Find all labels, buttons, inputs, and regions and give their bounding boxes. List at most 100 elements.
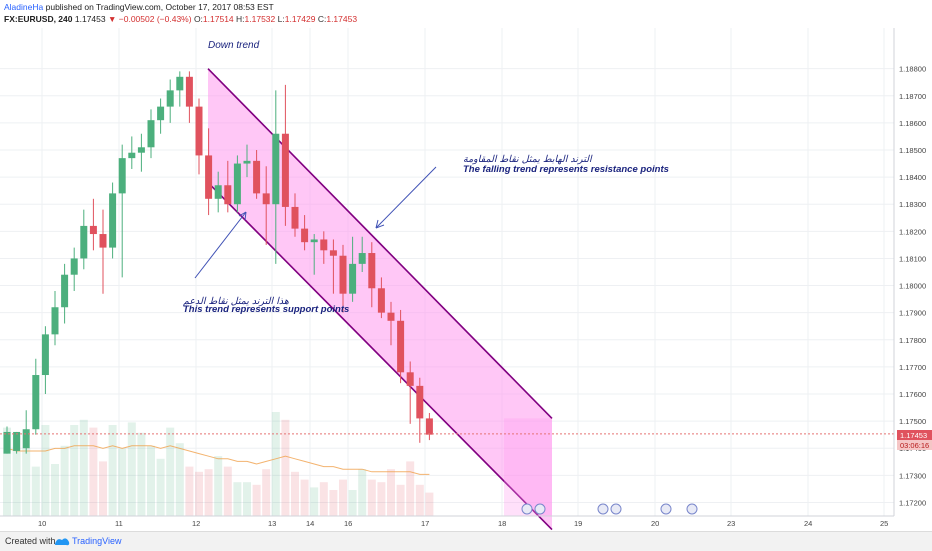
resistance-arrow [375,166,437,229]
candle-body [166,90,174,107]
candle-body [80,225,88,259]
candle-body [195,106,203,156]
tradingview-logo-icon [54,538,70,546]
volume-bar [3,427,11,516]
price-change: −0.00502 (−0.43%) [118,14,192,24]
volume-bar [89,427,98,516]
volume-bar [233,482,242,516]
candle-body [70,258,78,275]
open-value: 1.17514 [202,14,234,24]
volume-bar [185,466,194,516]
volume-bar [415,484,424,516]
price-tick-label: 1.18500 [899,146,926,155]
time-tick-label: 23 [727,519,735,528]
symbol-label: FX:EURUSD, 240 [4,14,73,24]
candle-body [157,106,165,121]
support-arabic-label: هذا الترند يمثل نقاط الدعم [183,296,289,307]
candle-body [416,385,424,419]
candle-body [224,185,232,205]
volume-bar [252,484,261,516]
price-tick-label: 1.18100 [899,254,926,263]
candle-body [51,307,59,335]
candle-body [214,185,222,199]
volume-bar [367,479,376,516]
volume-bar [329,490,338,516]
volume-bar [319,482,328,516]
candle-body [368,253,376,289]
price-tick-label: 1.17900 [899,309,926,318]
candle-body [32,375,40,430]
volume-bar [281,419,290,516]
price-tick-label: 1.17200 [899,498,926,507]
candle-body [233,163,241,205]
candle-body [13,431,21,451]
open-label: O: [193,14,203,24]
resistance-arabic-label: الترند الهابط يمثل نقاط المقاومة [463,154,593,165]
time-tick-label: 18 [498,519,506,528]
candle-body [3,431,11,454]
price-tick-label: 1.18700 [899,92,926,101]
volume-bar [70,425,79,516]
price-tick-label: 1.17700 [899,363,926,372]
price-tick-label: 1.18000 [899,282,926,291]
candle-body [358,253,366,264]
price-tick-label: 1.17300 [899,471,926,480]
publish-line: AladineHa published on TradingView.com, … [4,2,274,12]
volume-bar [79,419,88,516]
support-arrowhead-icon [238,211,247,221]
time-axis[interactable]: 10 11 12 13 14 16 17 18 19 20 23 24 25 [0,515,894,528]
support-arrow [194,211,247,279]
candle-body [425,418,433,435]
price-tick-label: 1.18400 [899,173,926,182]
candlestick-chart[interactable]: Down trend الترند الهابط يمثل نقاط المقا… [0,28,932,531]
volume-bar [137,432,146,516]
volume-bar [31,466,40,516]
candle-body [205,155,213,199]
volume-bar [22,448,31,516]
volume-bar [60,445,69,516]
event-flag-icon [534,503,546,515]
annotations: Down trend الترند الهابط يمثل نقاط المقا… [183,40,669,315]
price-tick-label: 1.18300 [899,200,926,209]
close-label: C: [317,14,327,24]
volume-bar [175,443,184,516]
author-link[interactable]: AladineHa [4,2,44,12]
time-tick-label: 17 [421,519,429,528]
volume-bar [425,492,434,516]
volume-bar [377,482,386,516]
candle-body [118,158,126,194]
candle-body [99,234,107,248]
candle-body [329,250,337,256]
time-tick-label: 24 [804,519,812,528]
candle-body [243,160,251,164]
down-trend-label: Down trend [208,40,260,51]
candle-body [41,334,49,376]
time-tick-label: 10 [38,519,46,528]
candle-body [310,239,318,243]
time-tick-label: 25 [880,519,888,528]
price-tick-label: 1.17500 [899,417,926,426]
price-badge: 1.17453 03:06:16 [897,430,932,450]
resistance-english-label: The falling trend represents resistance … [463,164,669,175]
tradingview-brand[interactable]: TradingView [72,536,122,546]
volume-ma-line [6,445,430,475]
candle-body [320,239,328,251]
volume-bar [118,448,127,516]
candle-body [339,255,347,294]
volume-bar [348,490,357,516]
volume-bar [300,479,309,516]
event-flag-icon [660,503,672,515]
high-label: H: [236,14,245,24]
time-tick-label: 20 [651,519,659,528]
volume-bar [147,445,155,516]
volume-bar [406,461,415,516]
volume-bar [271,412,280,516]
price-tick-label: 1.18600 [899,119,926,128]
volume-bar [41,425,50,516]
resistance-arrowhead-icon [375,219,385,229]
time-tick-label: 19 [574,519,582,528]
volume-bar [166,427,175,516]
volume-bar [291,471,299,516]
volume-bar [214,456,223,516]
candle-body [406,372,414,386]
